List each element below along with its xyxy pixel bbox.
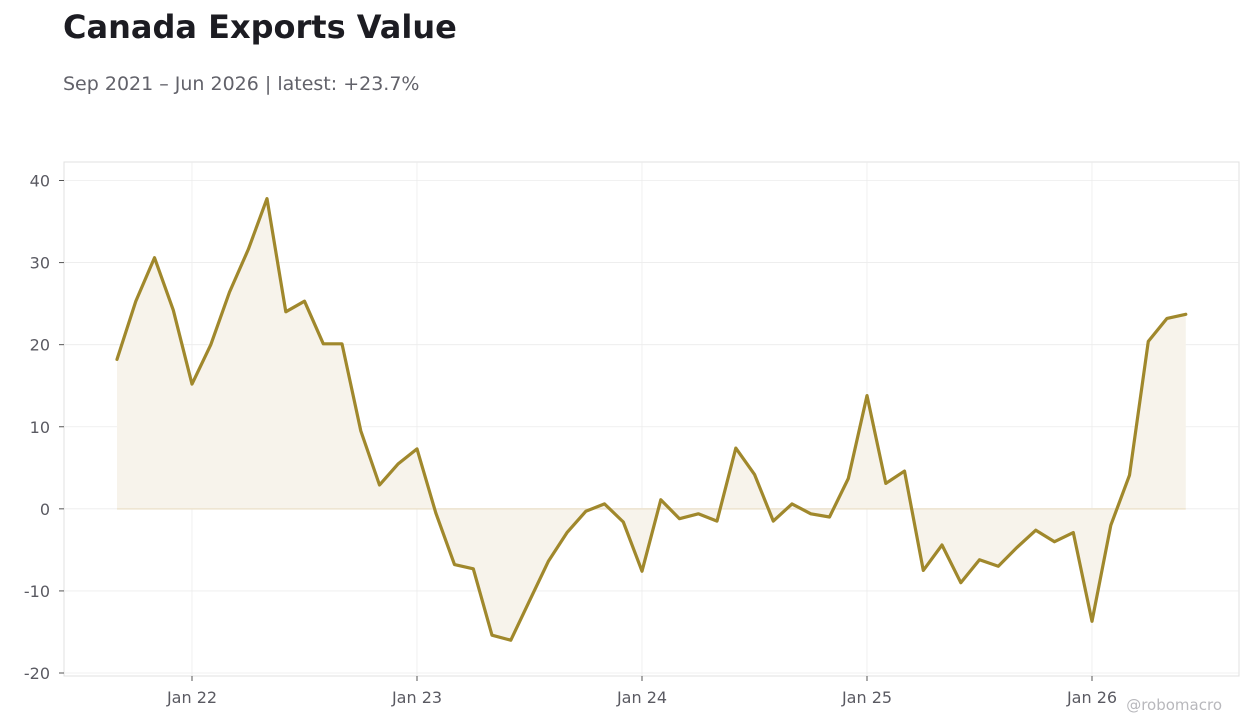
axis-layer: -20 -10 0 10 20 30 40 Jan 22 Jan 23 Jan 24 Jan 25 J… — [24, 172, 1117, 708]
y-tick-label: 30 — [30, 254, 50, 273]
chart-subtitle: Sep 2021 – Jun 2026 | latest: +23.7% — [63, 73, 420, 95]
x-tick-label: Jan 22 — [166, 688, 217, 707]
series-line — [115, 197, 1188, 642]
y-tick-label: -20 — [24, 664, 50, 683]
y-tick-label: 40 — [30, 172, 50, 191]
y-tick-label: -10 — [24, 582, 50, 601]
x-tick-label: Jan 24 — [616, 688, 667, 707]
chart-title: Canada Exports Value — [63, 8, 457, 46]
y-tick-label: 0 — [40, 500, 50, 519]
y-tick-label: 20 — [30, 336, 50, 355]
series-area-fill — [117, 198, 1186, 641]
x-tick-label: Jan 26 — [1066, 688, 1117, 707]
x-tick-label: Jan 25 — [841, 688, 892, 707]
y-tick-label: 10 — [30, 418, 50, 437]
area-layer — [117, 198, 1186, 641]
x-tick-label: Jan 23 — [391, 688, 442, 707]
plot-frame — [63, 161, 1240, 677]
watermark: @robomacro — [1126, 696, 1222, 714]
line-layer — [115, 197, 1188, 642]
